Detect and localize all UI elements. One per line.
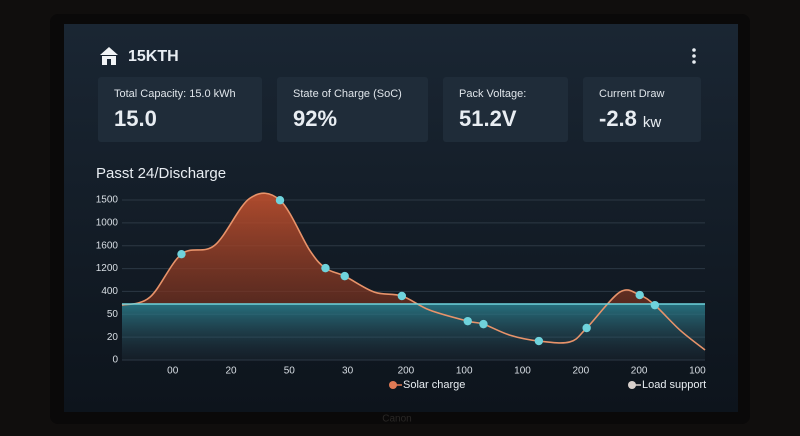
card-label: State of Charge (SoC) xyxy=(293,88,402,100)
x-tick-label: 200 xyxy=(572,366,589,377)
x-tick-label: 100 xyxy=(514,366,531,377)
data-point xyxy=(177,249,186,259)
x-tick-label: 200 xyxy=(398,366,415,377)
card-value: 51.2V xyxy=(459,106,517,131)
stat-card xyxy=(583,77,701,142)
data-point xyxy=(463,316,472,326)
y-tick-label: 0 xyxy=(112,355,118,366)
home-icon xyxy=(100,47,118,65)
y-tick-label: 1600 xyxy=(96,240,119,251)
x-tick-label: 20 xyxy=(225,366,237,377)
legend-label: Load support xyxy=(642,379,706,391)
y-tick-label: 1000 xyxy=(96,217,119,228)
y-tick-label: 1200 xyxy=(96,263,119,274)
header-title: 15KTH xyxy=(128,48,179,65)
x-tick-label: 100 xyxy=(689,366,706,377)
data-point xyxy=(650,300,660,310)
y-tick-label: 20 xyxy=(107,332,119,343)
data-point xyxy=(321,263,330,273)
data-point xyxy=(635,290,644,300)
x-tick-label: 100 xyxy=(456,366,473,377)
x-tick-label: 200 xyxy=(631,366,648,377)
solar-line xyxy=(121,192,706,351)
data-point xyxy=(582,323,591,333)
solar-area xyxy=(122,193,705,304)
stat-card xyxy=(277,77,428,142)
x-tick-label: 30 xyxy=(342,366,354,377)
card-value: -2.8 xyxy=(599,106,637,131)
data-point xyxy=(275,196,285,205)
y-tick-label: 1500 xyxy=(96,195,119,206)
stat-card xyxy=(443,77,568,142)
card-unit: kw xyxy=(643,114,662,131)
data-point xyxy=(340,271,349,281)
data-point xyxy=(397,291,407,301)
y-tick-label: 400 xyxy=(101,286,118,297)
menu-button[interactable] xyxy=(692,48,696,64)
load-area xyxy=(122,304,705,360)
x-tick-label: 00 xyxy=(167,366,179,377)
legend-swatch xyxy=(389,381,397,389)
card-label: Total Capacity: 15.0 kWh xyxy=(114,88,236,100)
card-value: 92% xyxy=(293,106,337,131)
stat-card xyxy=(98,77,262,142)
y-tick-label: 50 xyxy=(107,309,119,320)
card-label: Pack Voltage: xyxy=(459,88,526,100)
chart-title: Passt 24/Discharge xyxy=(96,165,226,182)
card-value: 15.0 xyxy=(114,106,157,131)
card-label: Current Draw xyxy=(599,88,664,100)
data-point xyxy=(479,319,488,329)
legend-swatch xyxy=(628,381,636,389)
data-point xyxy=(534,336,544,346)
legend-label: Solar charge xyxy=(403,379,465,391)
x-tick-label: 50 xyxy=(284,366,296,377)
brand: Canon xyxy=(382,414,411,425)
